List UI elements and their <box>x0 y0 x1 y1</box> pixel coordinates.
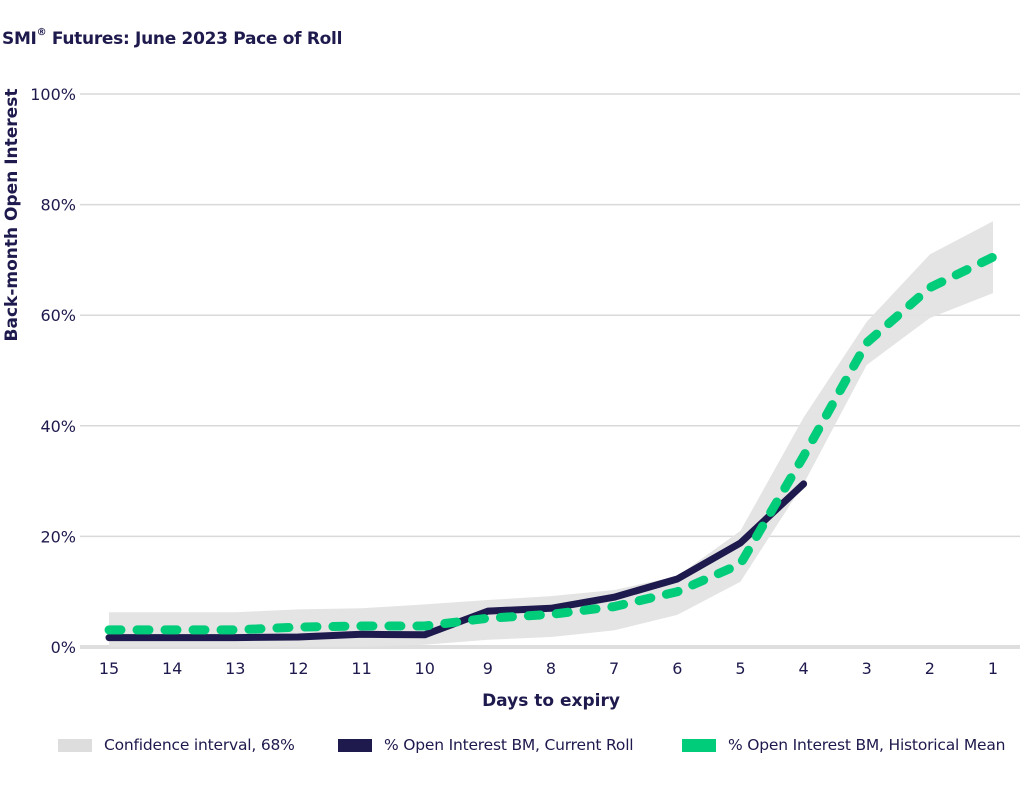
legend-item-current-roll: % Open Interest BM, Current Roll <box>338 736 634 754</box>
y-axis-ticks: 0% 20% 40% 60% 80% 100% <box>30 85 76 657</box>
x-tick-label: 14 <box>162 659 182 678</box>
title-rest: Futures: June 2023 Pace of Roll <box>46 29 343 49</box>
y-tick-label: 100% <box>30 85 76 104</box>
legend-item-historical-mean: % Open Interest BM, Historical Mean <box>682 736 1005 754</box>
gridlines <box>80 93 1020 649</box>
x-tick-label: 7 <box>609 659 619 678</box>
y-axis-title: Back-month Open Interest <box>2 89 22 342</box>
confidence-band <box>109 221 993 647</box>
x-tick-label: 1 <box>988 659 998 678</box>
series-lines-layer <box>104 252 998 642</box>
y-tick-label: 80% <box>40 196 76 215</box>
chart-title: SMI® Futures: June 2023 Pace of Roll <box>2 27 343 49</box>
title-main: SMI <box>2 29 37 49</box>
x-axis-ticks: 15 14 13 12 11 10 9 8 7 6 5 4 3 2 1 <box>99 659 998 678</box>
x-tick-label: 13 <box>225 659 245 678</box>
x-tick-label: 9 <box>483 659 493 678</box>
legend-label-historical-mean: % Open Interest BM, Historical Mean <box>728 736 1006 754</box>
x-tick-label: 6 <box>672 659 682 678</box>
legend-swatch-confidence <box>58 738 92 752</box>
x-tick-label: 3 <box>862 659 872 678</box>
x-axis-title: Days to expiry <box>482 691 620 711</box>
x-tick-label: 15 <box>99 659 119 678</box>
x-tick-label: 2 <box>925 659 935 678</box>
historical-mean-line <box>104 252 998 635</box>
x-tick-label: 10 <box>415 659 435 678</box>
x-tick-label: 11 <box>351 659 371 678</box>
y-tick-label: 60% <box>40 306 76 325</box>
x-tick-label: 5 <box>735 659 745 678</box>
legend-label-current-roll: % Open Interest BM, Current Roll <box>384 736 634 754</box>
y-tick-label: 20% <box>40 527 76 546</box>
legend: Confidence interval, 68% % Open Interest… <box>0 736 1024 758</box>
y-tick-label: 0% <box>51 638 76 657</box>
legend-label-confidence: Confidence interval, 68% <box>104 736 295 754</box>
registered-mark: ® <box>36 27 47 38</box>
y-tick-label: 40% <box>40 417 76 436</box>
x-tick-label: 12 <box>288 659 308 678</box>
x-tick-label: 8 <box>546 659 556 678</box>
legend-item-confidence: Confidence interval, 68% <box>58 736 295 754</box>
legend-swatch-current-roll <box>338 738 372 752</box>
legend-swatch-historical-mean <box>682 738 716 752</box>
confidence-band-layer <box>109 221 993 647</box>
x-tick-label: 4 <box>798 659 808 678</box>
